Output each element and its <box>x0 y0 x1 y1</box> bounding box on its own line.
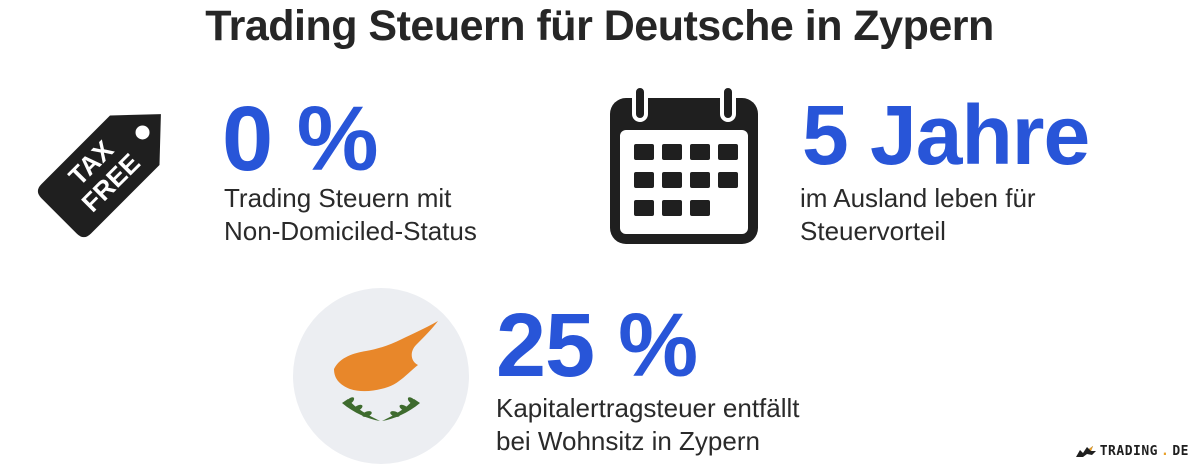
stat-twenty-five-percent: 25 % <box>496 296 698 396</box>
stat-five-years-description: im Ausland leben für Steuervorteil <box>800 182 1036 248</box>
stat-line: bei Wohnsitz in Zypern <box>496 426 760 456</box>
page-title: Trading Steuern für Deutsche in Zypern <box>205 2 994 50</box>
brand-tld: DE <box>1172 444 1189 459</box>
cyprus-flag-icon <box>293 288 469 464</box>
brand-dot: . <box>1161 444 1170 459</box>
tax-free-tag-icon: TAX FREE <box>37 114 161 238</box>
stat-line: Steuervorteil <box>800 216 946 246</box>
bull-bear-icon <box>1075 445 1096 457</box>
stat-line: im Ausland leben für <box>800 183 1036 213</box>
stat-zero-percent-description: Trading Steuern mit Non-Domiciled-Status <box>224 182 477 248</box>
stat-line: Kapitalertragsteuer entfällt <box>496 393 800 423</box>
calendar-icon <box>610 84 758 244</box>
brand-name: TRADING <box>1099 444 1159 459</box>
stat-line: Non-Domiciled-Status <box>224 216 477 246</box>
stat-five-years: 5 Jahre <box>802 88 1090 182</box>
stat-line: Trading Steuern mit <box>224 183 452 213</box>
stat-twenty-five-percent-description: Kapitalertragsteuer entfällt bei Wohnsit… <box>496 392 800 458</box>
stat-zero-percent: 0 % <box>222 88 379 190</box>
brand-logo: TRADING. DE <box>1075 444 1189 459</box>
